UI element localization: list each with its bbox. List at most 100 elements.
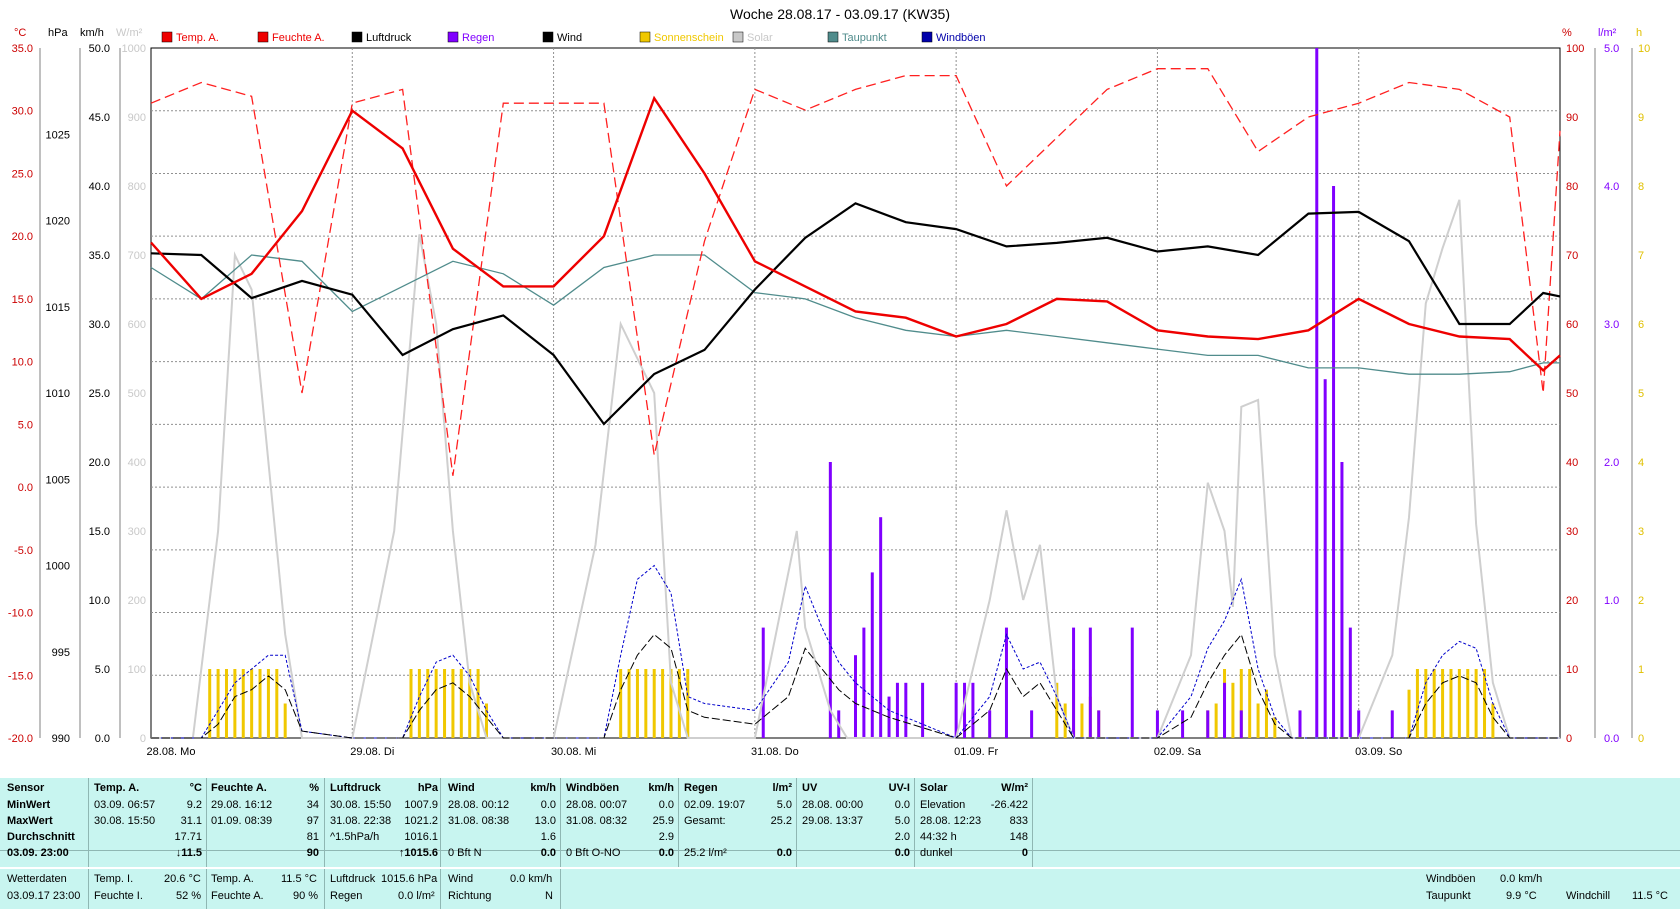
rain-bar	[879, 517, 883, 738]
sunshine-bar	[1457, 669, 1461, 738]
footer-dir: N	[545, 890, 553, 902]
sunshine-tick-label: 5	[1638, 388, 1644, 400]
sunshine-bar	[1080, 703, 1084, 738]
legend-swatch	[542, 31, 554, 43]
footer-hum-i-label: Feuchte I.	[94, 890, 143, 902]
x-day-label: 28.08. Mo	[147, 746, 196, 758]
table-cell-label: 31.08. 08:32	[566, 815, 628, 827]
wind-tick-label: 35.0	[89, 250, 110, 262]
table-cell-value: 0.0	[540, 799, 556, 811]
table-cell-label: 44:32 h	[920, 831, 957, 843]
legend-swatch	[732, 31, 744, 43]
table-cell-value: 97	[306, 815, 319, 827]
sunshine-tick-label: 4	[1638, 457, 1644, 469]
wind-tick-label: 25.0	[89, 388, 110, 400]
table-header: Regen	[684, 782, 718, 794]
solar-tick-label: 0	[140, 733, 146, 745]
table-cell-value: 90	[306, 847, 319, 859]
rain-bar	[862, 627, 866, 738]
pressure-tick-label: 1000	[46, 561, 70, 573]
table-cell-value: 9.2	[186, 799, 202, 811]
current-data-footer: Wetterdaten 03.09.17 23:00 Temp. I. 20.6…	[0, 869, 1680, 909]
rain-bar	[1348, 627, 1352, 738]
footer-press: 1015.6 hPa	[381, 873, 438, 885]
rain-bar	[1315, 48, 1319, 738]
sunshine-bar	[1441, 669, 1445, 738]
sunshine-bar	[652, 669, 656, 738]
solar-tick-label: 1000	[122, 43, 146, 55]
humidity-tick-label: 90	[1566, 112, 1578, 124]
table-cell-value: ↑1015.6	[398, 847, 438, 859]
solar-tick-label: 500	[128, 388, 146, 400]
wind-line	[151, 633, 1560, 739]
sunshine-tick-label: 10	[1638, 43, 1650, 55]
solar-tick-label: 800	[128, 181, 146, 193]
sunshine-bar	[426, 669, 430, 738]
wind-tick-label: 30.0	[89, 319, 110, 331]
sunshine-bar	[1264, 689, 1268, 738]
table-cell-label: dunkel	[920, 847, 953, 859]
rain-tick-label: 0.0	[1604, 733, 1619, 745]
rain-tick-label: 2.0	[1604, 457, 1619, 469]
wind-tick-label: 45.0	[89, 112, 110, 124]
x-day-label: 02.09. Sa	[1154, 746, 1202, 758]
table-header-unit: °C	[189, 782, 202, 794]
pressure-axis-unit: hPa	[48, 27, 68, 39]
sunshine-bar	[266, 669, 270, 738]
humidity-tick-label: 20	[1566, 595, 1578, 607]
temp-tick-label: 15.0	[12, 294, 33, 306]
sunshine-bar	[1491, 703, 1495, 738]
temperature-line	[150, 95, 1561, 373]
legend-label: Luftdruck	[366, 32, 412, 44]
table-row-label: 03.09. 23:00	[7, 847, 69, 859]
table-cell-value: 34	[306, 799, 319, 811]
footer-hum-a: 90 %	[293, 890, 319, 902]
footer-rain: 0.0 l/m²	[398, 890, 435, 902]
x-day-label: 31.08. Do	[751, 746, 799, 758]
humidity-line	[150, 68, 1561, 476]
humidity-axis-unit: %	[1562, 27, 1572, 39]
footer-gust: 0.0 km/h	[1500, 873, 1543, 885]
sunshine-bar	[417, 669, 421, 738]
footer-press-label: Luftdruck	[330, 873, 376, 885]
sunshine-bar	[661, 669, 665, 738]
x-day-label: 30.08. Mi	[551, 746, 596, 758]
solar-tick-label: 900	[128, 112, 146, 124]
footer-rain-label: Regen	[330, 890, 363, 902]
legend-label: Wind	[557, 32, 582, 44]
rain-bar	[1004, 627, 1008, 738]
sunshine-axis-unit: h	[1636, 27, 1642, 39]
table-cell-value: 25.2	[770, 815, 792, 827]
wind-axis-unit: km/h	[80, 27, 104, 39]
sunshine-bar	[1239, 669, 1243, 738]
rain-bar	[954, 682, 958, 738]
table-row-label: MaxWert	[7, 815, 53, 827]
pressure-tick-label: 995	[52, 647, 70, 659]
rain-bar	[1357, 710, 1361, 738]
sunshine-tick-label: 7	[1638, 250, 1644, 262]
table-cell-value: 2.9	[658, 831, 674, 843]
temp-axis-unit: °C	[14, 27, 26, 39]
table-cell-label: 29.08. 16:12	[211, 799, 273, 811]
humidity-tick-label: 40	[1566, 457, 1578, 469]
legend-swatch	[827, 31, 839, 43]
sunshine-bar	[459, 669, 463, 738]
legend-label: Solar	[747, 32, 773, 44]
wind-tick-label: 5.0	[95, 664, 110, 676]
solar-tick-label: 600	[128, 319, 146, 331]
table-cell-label: ^1.5hPa/h	[330, 831, 380, 843]
sunshine-tick-label: 6	[1638, 319, 1644, 331]
rain-bar	[1332, 186, 1336, 738]
table-cell-value: 25.9	[652, 815, 674, 827]
solar-tick-label: 400	[128, 457, 146, 469]
legend-label: Temp. A.	[176, 32, 219, 44]
footer-dew: 9.9 °C	[1506, 890, 1537, 902]
sunshine-bar	[686, 669, 690, 738]
humidity-tick-label: 0	[1566, 733, 1572, 745]
sunshine-bar	[635, 669, 639, 738]
temp-tick-label: 35.0	[12, 43, 33, 55]
rain-bar	[1340, 462, 1344, 738]
table-header-unit: km/h	[530, 782, 556, 794]
rain-bar	[895, 682, 899, 738]
chart-title: Woche 28.08.17 - 03.09.17 (KW35)	[730, 6, 950, 22]
